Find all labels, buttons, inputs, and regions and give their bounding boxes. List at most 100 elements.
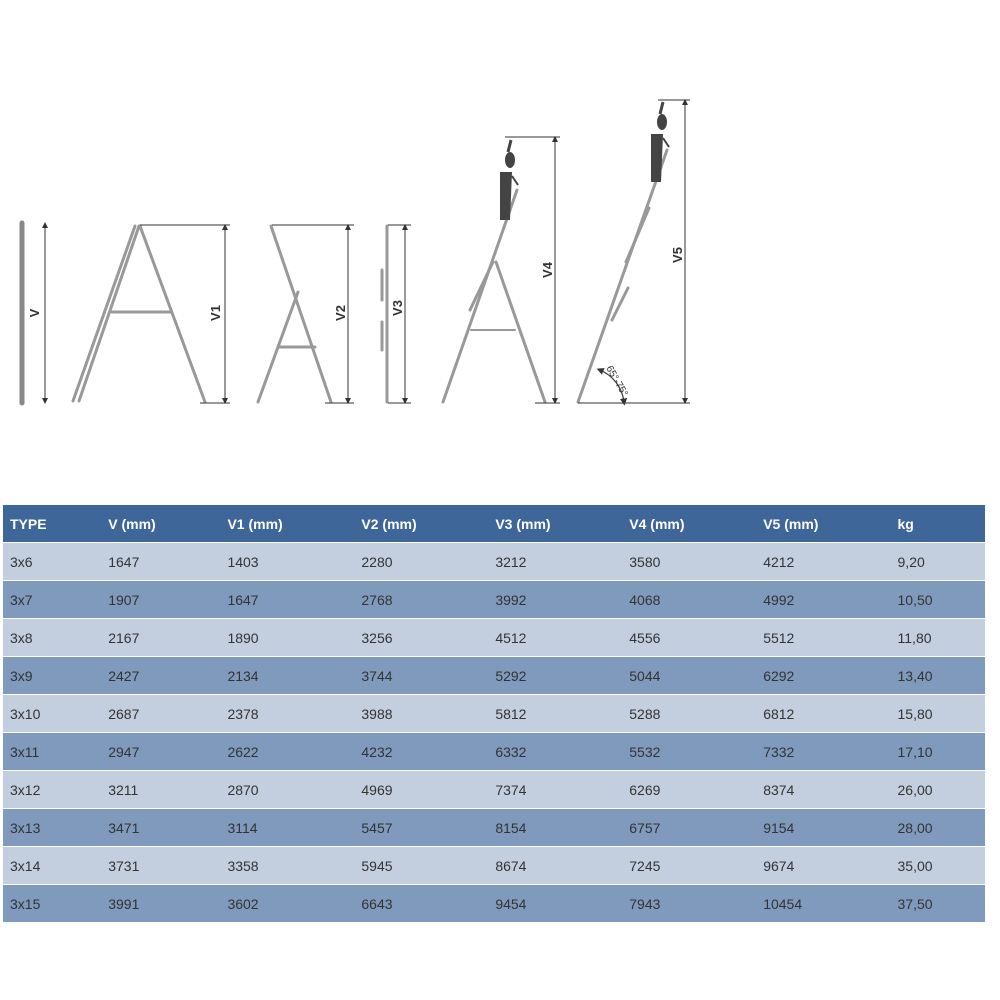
table-cell: 11,80 [890, 618, 985, 657]
table-cell: 3602 [220, 884, 355, 922]
table-cell: 4512 [488, 618, 623, 657]
dimension-label-v2: V2 [333, 305, 348, 321]
table-cell: 7332 [756, 732, 891, 771]
ladder-configurations-diagram: V V1 V2 V3 V4 V5 65°-75° [19, 99, 690, 406]
table-cell: 5288 [622, 694, 757, 733]
table-row: 3x11 2947 2622 4232 6332 5532 7332 17,10 [3, 732, 985, 771]
table-cell: 5532 [622, 732, 757, 771]
table-cell: 26,00 [890, 770, 985, 809]
table-cell: 3x9 [3, 656, 102, 695]
column-header: V (mm) [101, 505, 221, 543]
table-cell: 8674 [488, 846, 623, 885]
table-cell: 9674 [756, 846, 891, 885]
table-cell: 8154 [488, 808, 623, 847]
table-cell: 15,80 [890, 694, 985, 733]
table-cell: 3x10 [3, 694, 102, 733]
table-cell: 6643 [354, 884, 489, 922]
table-row: 3x7 1907 1647 2768 3992 4068 4992 10,50 [3, 580, 985, 619]
person-icon [500, 139, 519, 220]
table-cell: 4556 [622, 618, 757, 657]
table-row: 3x12 3211 2870 4969 7374 6269 8374 26,00 [3, 770, 985, 809]
ladder-specification-table: TYPE V (mm) V1 (mm) V2 (mm) V3 (mm) V4 (mm) V5… [3, 505, 985, 922]
column-header: V4 (mm) [622, 505, 757, 543]
table-cell: 9454 [488, 884, 623, 922]
table-cell: 4969 [354, 770, 489, 809]
table-cell: 37,50 [890, 884, 985, 922]
dimension-label-v3: V3 [390, 300, 405, 316]
table-cell: 2427 [101, 656, 221, 695]
table-cell: 35,00 [890, 846, 985, 885]
dimension-label-v4: V4 [540, 261, 555, 278]
a-frame-ladder-figure [71, 224, 207, 404]
table-cell: 9,20 [890, 542, 985, 581]
table-row: 3x8 2167 1890 3256 4512 4556 5512 11,80 [3, 618, 985, 657]
table-cell: 2687 [101, 694, 221, 733]
table-cell: 1403 [220, 542, 355, 581]
angle-label: 65°-75° [603, 364, 629, 399]
table-cell: 6332 [488, 732, 623, 771]
table-row: 3x14 3731 3358 5945 8674 7245 9674 35,00 [3, 846, 985, 885]
table-cell: 5044 [622, 656, 757, 695]
table-cell: 2134 [220, 656, 355, 695]
table-cell: 8374 [756, 770, 891, 809]
step-ladder-extended-figure [256, 224, 333, 404]
table-row: 3x6 1647 1403 2280 3212 3580 4212 9,20 [3, 542, 985, 581]
table-cell: 6269 [622, 770, 757, 809]
leaning-ladder-figure [576, 148, 669, 406]
table-cell: 7245 [622, 846, 757, 885]
table-cell: 4992 [756, 580, 891, 619]
table-cell: 3212 [488, 542, 623, 581]
table-cell: 3988 [354, 694, 489, 733]
table-cell: 5292 [488, 656, 623, 695]
table-cell: 4212 [756, 542, 891, 581]
table-cell: 3114 [220, 808, 355, 847]
table-cell: 9154 [756, 808, 891, 847]
table-cell: 3744 [354, 656, 489, 695]
table-cell: 3x8 [3, 618, 102, 657]
table-cell: 7943 [622, 884, 757, 922]
table-cell: 3x14 [3, 846, 102, 885]
table-cell: 3x7 [3, 580, 102, 619]
table-cell: 3256 [354, 618, 489, 657]
table-row: 3x9 2427 2134 3744 5292 5044 6292 13,40 [3, 656, 985, 695]
table-cell: 6812 [756, 694, 891, 733]
table-cell: 4068 [622, 580, 757, 619]
table-cell: 2947 [101, 732, 221, 771]
folded-ladder-figure [380, 224, 389, 404]
table-cell: 3471 [101, 808, 221, 847]
column-header: TYPE [3, 505, 102, 543]
table-cell: 5512 [756, 618, 891, 657]
table-cell: 3x6 [3, 542, 102, 581]
table-cell: 2768 [354, 580, 489, 619]
column-header: V5 (mm) [756, 505, 891, 543]
table-cell: 10,50 [890, 580, 985, 619]
table-cell: 2167 [101, 618, 221, 657]
table-cell: 3211 [101, 770, 221, 809]
table-cell: 28,00 [890, 808, 985, 847]
table-cell: 3731 [101, 846, 221, 885]
table-row: 3x15 3991 3602 6643 9454 7943 10454 37,50 [3, 884, 985, 922]
column-header: V2 (mm) [354, 505, 489, 543]
table-cell: 13,40 [890, 656, 985, 695]
table-cell: 1647 [101, 542, 221, 581]
person-icon [651, 101, 670, 182]
table-cell: 3x11 [3, 732, 102, 771]
table-cell: 3580 [622, 542, 757, 581]
table-cell: 3x15 [3, 884, 102, 922]
table-cell: 4232 [354, 732, 489, 771]
table-cell: 5812 [488, 694, 623, 733]
table-cell: 5457 [354, 808, 489, 847]
dimension-label-v5: V5 [670, 247, 685, 263]
dimension-label-v: V [27, 308, 42, 317]
combination-ladder-figure [441, 188, 547, 404]
dimension-label-v1: V1 [208, 305, 223, 321]
table-cell: 2378 [220, 694, 355, 733]
table-cell: 2870 [220, 770, 355, 809]
table-cell: 6757 [622, 808, 757, 847]
column-header: V3 (mm) [488, 505, 623, 543]
table-cell: 5945 [354, 846, 489, 885]
table-cell: 3991 [101, 884, 221, 922]
table-row: 3x10 2687 2378 3988 5812 5288 6812 15,80 [3, 694, 985, 733]
table-row: 3x13 3471 3114 5457 8154 6757 9154 28,00 [3, 808, 985, 847]
table-cell: 2280 [354, 542, 489, 581]
